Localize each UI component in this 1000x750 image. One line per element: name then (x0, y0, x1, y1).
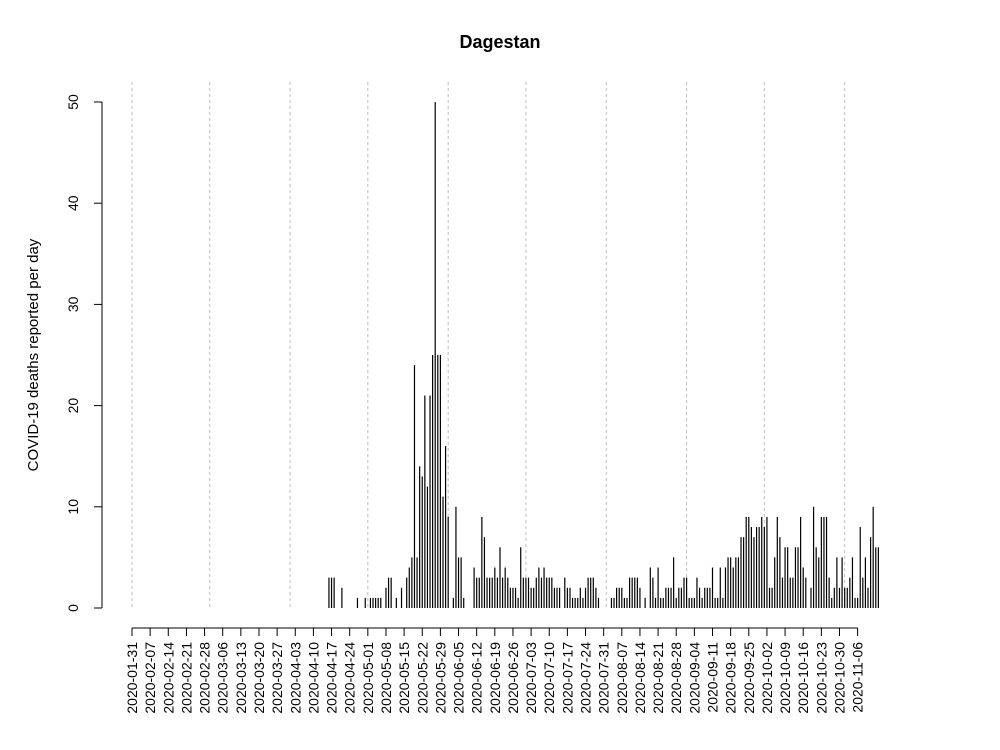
x-tick-label: 2020-03-20 (251, 642, 267, 714)
x-tick-label: 2020-05-01 (360, 642, 376, 714)
y-axis: 0 10 20 30 40 50 (65, 94, 103, 612)
vertical-gridlines (131, 82, 846, 608)
x-tick-label: 2020-05-29 (432, 642, 448, 714)
x-tick-label: 2020-07-24 (578, 642, 594, 714)
x-tick-label: 2020-09-04 (686, 642, 702, 714)
x-tick-label: 2020-09-18 (723, 642, 739, 714)
x-tick-label: 2020-06-19 (487, 642, 503, 714)
x-tick-label: 2020-05-15 (396, 642, 412, 714)
x-tick-label: 2020-06-26 (505, 642, 521, 714)
x-tick-label: 2020-05-22 (414, 642, 430, 714)
chart-title: Dagestan (459, 32, 540, 52)
x-tick-label: 2020-04-24 (342, 642, 358, 714)
x-tick-label: 2020-07-10 (541, 642, 557, 714)
y-tick-label: 10 (65, 499, 81, 515)
x-tick-label: 2020-08-21 (650, 642, 666, 714)
x-tick-label: 2020-08-07 (614, 642, 630, 714)
x-tick-label: 2020-02-07 (142, 642, 158, 714)
x-tick-label: 2020-08-14 (632, 642, 648, 714)
x-tick-label: 2020-10-30 (831, 642, 847, 714)
y-tick-label: 40 (65, 195, 81, 211)
y-axis-label: COVID-19 deaths reported per day (25, 238, 42, 471)
x-tick-label: 2020-11-06 (850, 642, 866, 713)
x-tick-label: 2020-03-27 (269, 642, 285, 714)
x-tick-label: 2020-04-17 (324, 642, 340, 714)
bars (328, 102, 879, 608)
x-tick-label: 2020-06-12 (469, 642, 485, 714)
x-tick-label: 2020-09-25 (741, 642, 757, 714)
y-tick-label: 50 (65, 94, 81, 110)
x-tick-label: 2020-03-06 (215, 642, 231, 714)
x-tick-label: 2020-10-16 (795, 642, 811, 714)
x-tick-label: 2020-09-11 (705, 642, 721, 713)
y-tick-label: 30 (65, 296, 81, 312)
x-tick-label: 2020-06-05 (451, 642, 467, 714)
x-tick-label: 2020-04-10 (305, 642, 321, 714)
x-tick-label: 2020-02-14 (160, 642, 176, 714)
x-tick-label: 2020-05-08 (378, 642, 394, 714)
x-tick-label: 2020-07-03 (523, 642, 539, 714)
y-tick-label: 0 (65, 604, 81, 612)
x-axis: 2020-01-31 2020-02-07 2020-02-14 2020-02-21… (124, 627, 866, 714)
x-tick-label: 2020-08-28 (668, 642, 684, 714)
x-tick-label: 2020-10-09 (777, 642, 793, 714)
x-tick-label: 2020-02-21 (178, 642, 194, 714)
x-tick-label: 2020-10-23 (813, 642, 829, 714)
x-tick-label: 2020-10-02 (759, 642, 775, 714)
x-tick-label: 2020-01-31 (124, 642, 140, 714)
x-tick-label: 2020-04-03 (287, 642, 303, 714)
x-tick-label: 2020-07-31 (596, 642, 612, 714)
x-tick-label: 2020-02-28 (197, 642, 213, 714)
x-tick-label: 2020-07-17 (559, 642, 575, 714)
y-tick-label: 20 (65, 398, 81, 414)
x-tick-label: 2020-03-13 (233, 642, 249, 714)
